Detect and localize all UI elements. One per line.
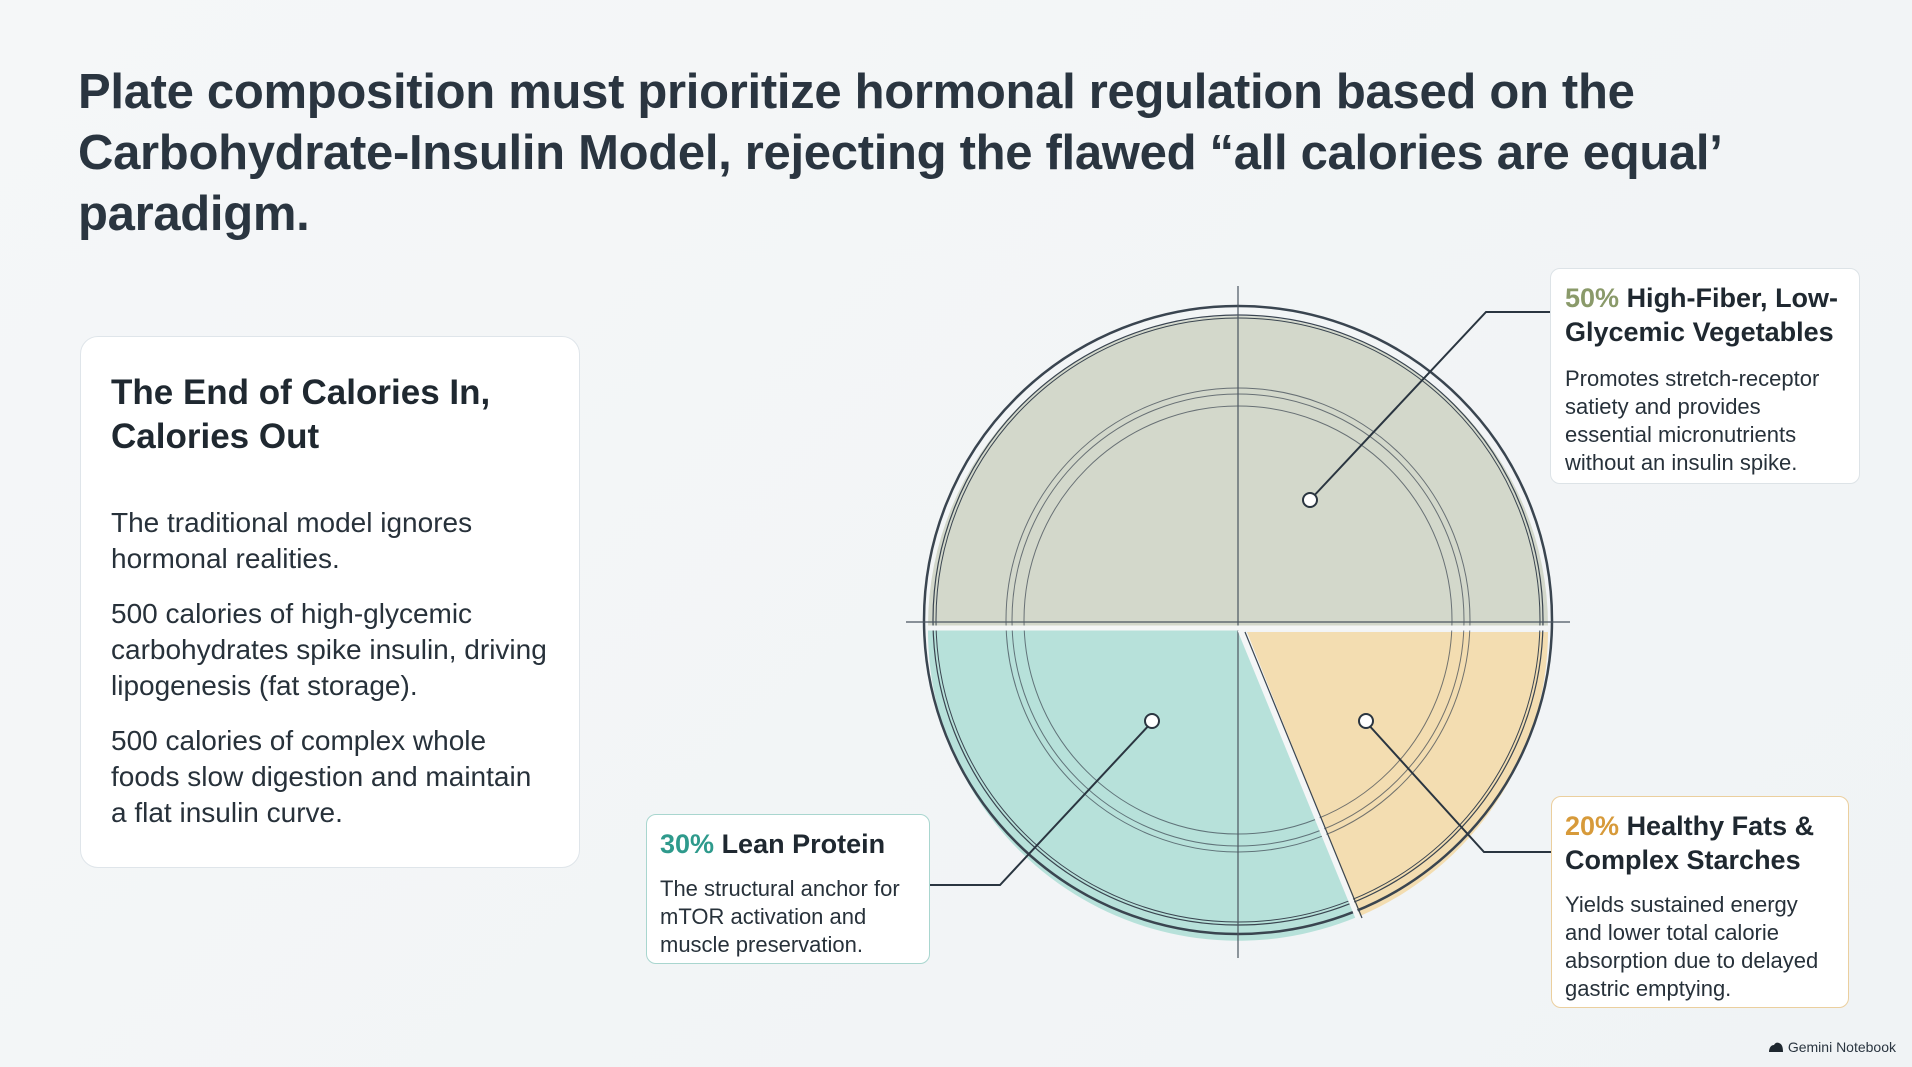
plate-segment-protein xyxy=(927,630,1357,941)
info-paragraph: 500 calories of complex whole foods slow… xyxy=(111,725,532,828)
page-title: Plate composition must prioritize hormon… xyxy=(78,65,1720,241)
callout-protein: 30% Lean Protein The structural anchor f… xyxy=(646,814,930,964)
callout-protein-title: Lean Protein xyxy=(721,829,886,859)
info-card: The End of Calories In, Calories Out The… xyxy=(80,336,580,868)
callout-fats-body: Yields sustained energy and lower total … xyxy=(1565,892,1819,1001)
plate-axis-lines xyxy=(906,286,1570,958)
callout-vegetables-heading: 50% High-Fiber, Low-Glycemic Vegetables xyxy=(1565,281,1845,349)
info-paragraph: The traditional model ignores hormonal r… xyxy=(111,507,473,574)
cloud-icon xyxy=(1768,1042,1783,1052)
callout-fats-percent: 20% xyxy=(1565,811,1620,841)
callout-protein-percent: 30% xyxy=(660,829,715,859)
branding-label: Gemini Notebook xyxy=(1787,1039,1896,1055)
callout-protein-heading: 30% Lean Protein xyxy=(660,827,916,861)
info-card-heading: The End of Calories In, Calories Out xyxy=(111,373,491,456)
callout-vegetables: 50% High-Fiber, Low-Glycemic Vegetables … xyxy=(1550,268,1860,484)
info-paragraph: 500 calories of high-glycemic carbohydra… xyxy=(111,598,547,701)
callout-anchor-dots xyxy=(1144,492,1374,729)
plate-segment-fats xyxy=(1247,632,1548,916)
callout-protein-body: The structural anchor for mTOR activatio… xyxy=(660,876,900,957)
callout-fats-heading: 20% Healthy Fats & Complex Starches xyxy=(1565,809,1835,877)
callout-fats: 20% Healthy Fats & Complex Starches Yiel… xyxy=(1551,796,1849,1008)
segment-edge-line xyxy=(1244,631,1363,919)
callout-vegetables-body: Promotes stretch-receptor satiety and pr… xyxy=(1565,366,1820,475)
callout-vegetables-title: High-Fiber, Low-Glycemic Vegetables xyxy=(1565,283,1839,347)
callout-vegetables-percent: 50% xyxy=(1565,283,1620,313)
branding: Gemini Notebook xyxy=(1768,1039,1896,1055)
callout-leaders xyxy=(930,311,1551,886)
callout-fats-title: Healthy Fats & Complex Starches xyxy=(1565,811,1815,875)
plate-dividers xyxy=(928,625,1548,919)
